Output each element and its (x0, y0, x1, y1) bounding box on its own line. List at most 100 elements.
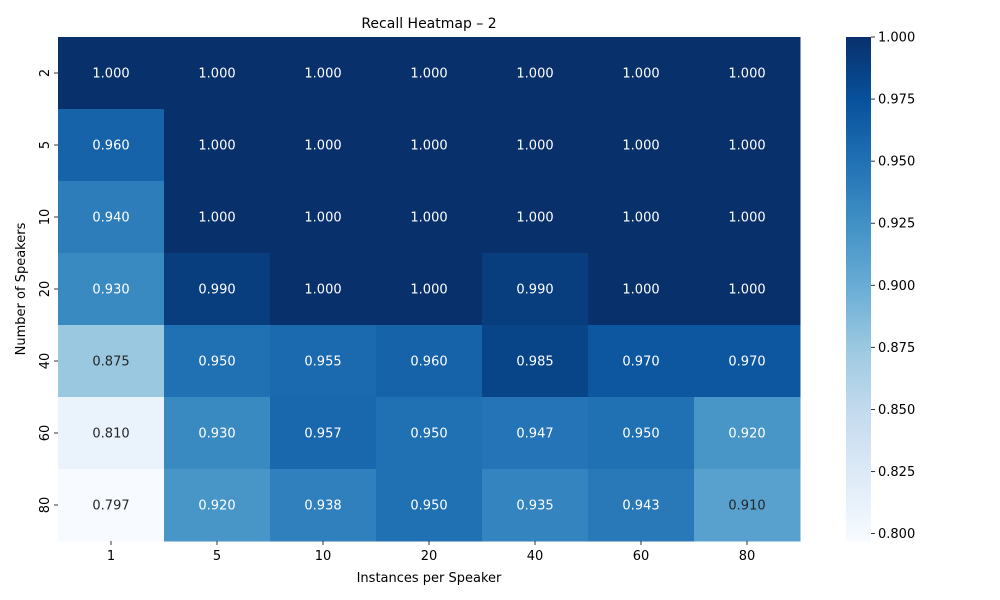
y-axis-ticks: 2 5 10 20 40 60 80 (38, 69, 58, 513)
cell-value-label: 1.000 (622, 211, 659, 226)
cell-value-label: 0.970 (622, 355, 659, 370)
heatmap-cell (694, 253, 801, 326)
heatmap-cell (588, 37, 695, 110)
heatmap-cell (588, 397, 695, 470)
colorbar-tick-label: 0.825 (878, 465, 915, 480)
colorbar (846, 37, 871, 541)
x-tick-label: 10 (315, 549, 332, 564)
heatmap-cell (58, 181, 165, 254)
x-tick-label: 60 (633, 549, 650, 564)
cell-value-label: 0.960 (410, 355, 447, 370)
heatmap-cell (58, 469, 165, 542)
heatmap-cell (482, 253, 589, 326)
y-tick-label: 10 (38, 209, 53, 226)
x-tick-label: 80 (739, 549, 756, 564)
cell-value-label: 0.955 (304, 355, 341, 370)
heatmap-cell (694, 469, 801, 542)
cell-value-label: 1.000 (410, 139, 447, 154)
cell-value-label: 1.000 (198, 67, 235, 82)
heatmap-cell (694, 397, 801, 470)
heatmap-cell (376, 37, 483, 110)
cell-value-label: 0.910 (728, 499, 765, 514)
cell-value-label: 1.000 (304, 67, 341, 82)
x-tick-label: 40 (527, 549, 544, 564)
cell-value-label: 1.000 (622, 283, 659, 298)
cell-value-label: 0.938 (304, 499, 341, 514)
cell-value-label: 1.000 (410, 67, 447, 82)
heatmap-cell (270, 469, 377, 542)
cell-value-label: 1.000 (728, 139, 765, 154)
colorbar-tick-label: 0.975 (878, 93, 915, 108)
colorbar-tick-label: 0.925 (878, 217, 915, 232)
cell-value-label: 0.930 (198, 427, 235, 442)
heatmap-cell (376, 181, 483, 254)
cell-value-label: 1.000 (622, 67, 659, 82)
heatmap-cell (270, 37, 377, 110)
y-tick-label: 2 (38, 69, 53, 77)
cell-value-label: 0.943 (622, 499, 659, 514)
cell-value-label: 0.947 (516, 427, 553, 442)
heatmap-cell (482, 37, 589, 110)
y-axis-label: Number of Speakers (14, 222, 29, 355)
heatmap-cell (482, 325, 589, 398)
cell-value-label: 0.950 (198, 355, 235, 370)
heatmap-cell (58, 37, 165, 110)
heatmap-cell (376, 253, 483, 326)
cell-value-label: 0.960 (92, 139, 129, 154)
colorbar-tick-label: 0.850 (878, 403, 915, 418)
heatmap-cell (482, 109, 589, 182)
cell-value-label: 0.920 (198, 499, 235, 514)
heatmap-cell (270, 109, 377, 182)
cell-value-label: 0.935 (516, 499, 553, 514)
colorbar-tick-label: 0.875 (878, 341, 915, 356)
heatmap-cell (376, 109, 483, 182)
heatmap-cell (588, 253, 695, 326)
heatmap-cell (164, 181, 271, 254)
heatmap-cell (58, 325, 165, 398)
cell-value-label: 1.000 (92, 67, 129, 82)
heatmap-cell (58, 109, 165, 182)
cell-value-label: 1.000 (304, 211, 341, 226)
heatmap-cell (482, 469, 589, 542)
colorbar-tick-label: 0.900 (878, 279, 915, 294)
heatmap-cell (164, 397, 271, 470)
cell-value-label: 0.875 (92, 355, 129, 370)
heatmap-cell (270, 325, 377, 398)
cell-value-label: 0.920 (728, 427, 765, 442)
cell-value-label: 1.000 (516, 67, 553, 82)
cell-value-label: 1.000 (516, 211, 553, 226)
cell-value-label: 0.940 (92, 211, 129, 226)
cell-value-label: 0.957 (304, 427, 341, 442)
cell-value-label: 1.000 (410, 211, 447, 226)
cell-value-label: 1.000 (728, 283, 765, 298)
cell-value-label: 1.000 (728, 211, 765, 226)
heatmap-cell (164, 37, 271, 110)
cell-value-label: 0.810 (92, 427, 129, 442)
heatmap-cell (270, 397, 377, 470)
y-tick-label: 40 (38, 353, 53, 370)
cell-value-label: 1.000 (728, 67, 765, 82)
heatmap-cell (376, 397, 483, 470)
heatmap-cell (164, 253, 271, 326)
cell-value-label: 0.930 (92, 283, 129, 298)
colorbar-tick-label: 1.000 (878, 31, 915, 46)
heatmap-cell (164, 469, 271, 542)
cell-value-label: 0.970 (728, 355, 765, 370)
cell-value-label: 0.797 (92, 499, 129, 514)
x-tick-label: 1 (107, 549, 115, 564)
x-axis-label: Instances per Speaker (357, 571, 502, 586)
heatmap-cell (588, 469, 695, 542)
cell-value-label: 0.990 (516, 283, 553, 298)
heatmap-cell (588, 325, 695, 398)
heatmap-cell (588, 181, 695, 254)
heatmap-cell (58, 397, 165, 470)
heatmap-cell (376, 469, 483, 542)
cell-value-label: 0.950 (410, 427, 447, 442)
x-tick-label: 20 (421, 549, 438, 564)
cell-value-label: 0.985 (516, 355, 553, 370)
chart-title: Recall Heatmap – 2 (361, 16, 496, 32)
heatmap-cells: 1.000 1.000 1.000 1.000 1.000 1.000 1.000 0.960… (58, 37, 801, 542)
y-tick-label: 60 (38, 425, 53, 442)
x-tick-label: 5 (213, 549, 221, 564)
